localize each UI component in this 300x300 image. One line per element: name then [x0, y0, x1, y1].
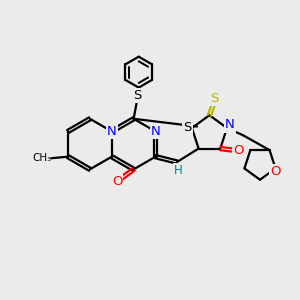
Text: O: O [271, 166, 281, 178]
Text: O: O [112, 175, 122, 188]
Text: N: N [225, 118, 235, 131]
Text: O: O [233, 143, 244, 157]
Text: N: N [151, 125, 160, 138]
Text: H: H [174, 164, 183, 177]
Text: CH₃: CH₃ [32, 153, 52, 163]
Text: S: S [183, 122, 192, 134]
Text: S: S [210, 92, 219, 105]
Text: N: N [107, 125, 117, 138]
Text: S: S [133, 89, 141, 102]
